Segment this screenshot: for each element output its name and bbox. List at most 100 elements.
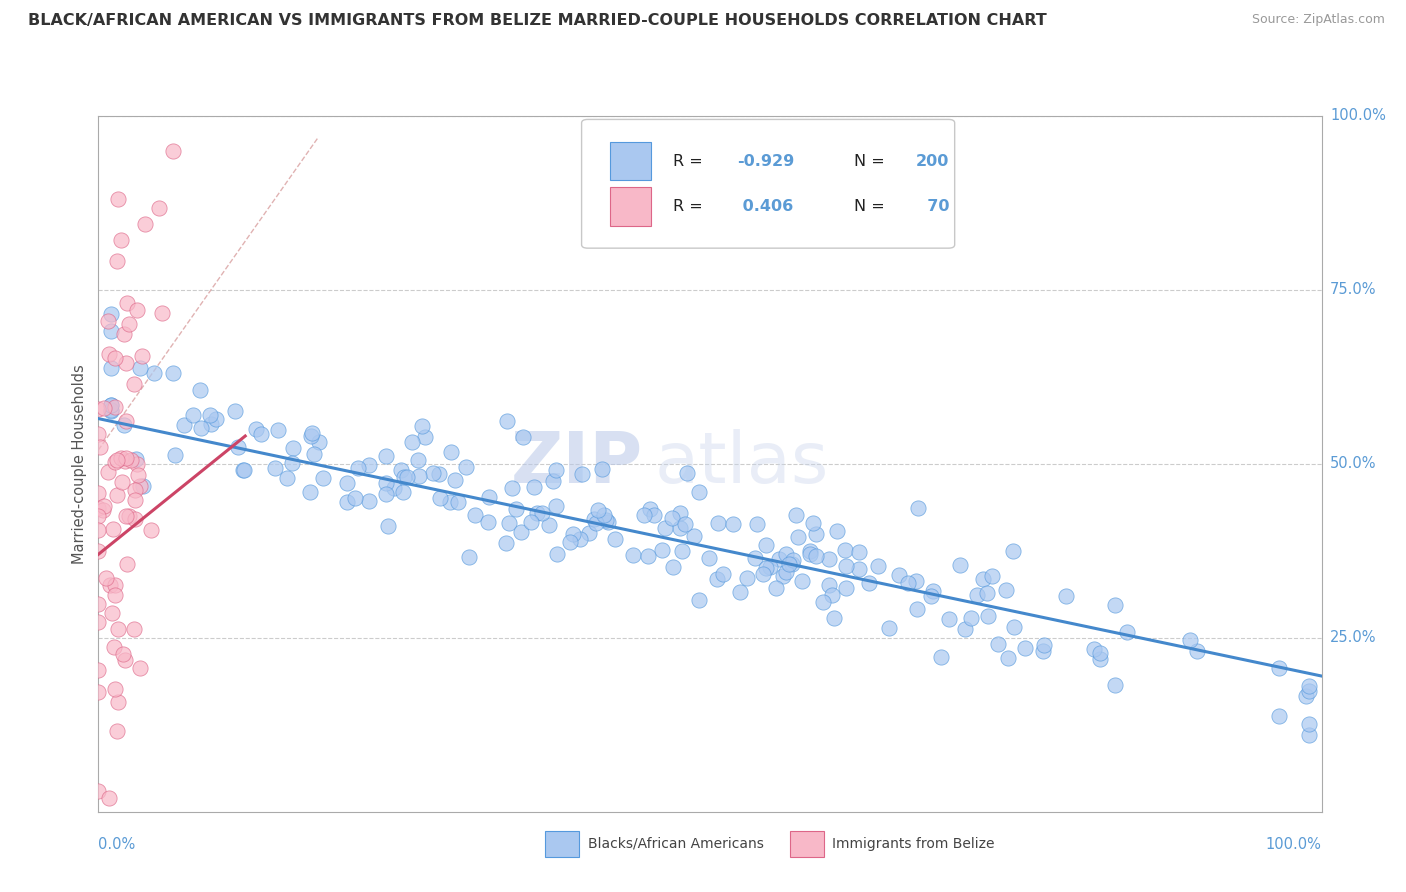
Point <box>93 401 115 416</box>
Point <box>960 611 983 625</box>
Point <box>1104 678 1126 692</box>
Point <box>100 398 122 412</box>
Point <box>299 429 322 443</box>
Point <box>561 527 583 541</box>
Point <box>392 484 415 499</box>
Point <box>394 469 416 483</box>
Point <box>205 412 228 426</box>
Point <box>408 469 430 483</box>
Point <box>87 486 110 500</box>
Point <box>458 550 481 565</box>
Point <box>478 490 501 504</box>
Point <box>301 425 323 440</box>
Point <box>558 534 581 549</box>
Point <box>887 568 910 582</box>
Point <box>1088 651 1111 665</box>
Point <box>505 502 527 516</box>
Point <box>676 466 699 480</box>
Point <box>377 519 399 533</box>
Point <box>87 508 110 523</box>
Point <box>520 515 543 529</box>
Point <box>790 574 813 589</box>
Point <box>772 568 794 582</box>
Point <box>112 647 135 661</box>
Point <box>128 661 150 675</box>
Point <box>232 463 254 477</box>
Point <box>1054 589 1077 603</box>
Point <box>148 202 170 216</box>
Point <box>131 479 153 493</box>
Point <box>530 507 553 521</box>
Point <box>1014 640 1036 655</box>
Point <box>125 303 148 318</box>
Point <box>97 314 120 328</box>
Point <box>799 547 821 561</box>
Point <box>1298 716 1320 731</box>
Point <box>778 557 800 571</box>
Point <box>103 640 125 654</box>
Point <box>588 503 610 517</box>
Point <box>375 486 398 500</box>
Point <box>87 615 110 629</box>
Point <box>758 559 780 574</box>
Text: 75.0%: 75.0% <box>1330 283 1376 297</box>
Point <box>162 144 184 158</box>
Point <box>101 606 124 620</box>
Point <box>669 521 692 535</box>
Point <box>582 512 605 526</box>
Point <box>115 508 138 523</box>
Text: BLACK/AFRICAN AMERICAN VS IMMIGRANTS FROM BELIZE MARRIED-COUPLE HOUSEHOLDS CORRE: BLACK/AFRICAN AMERICAN VS IMMIGRANTS FRO… <box>28 13 1047 29</box>
Point <box>780 557 803 571</box>
Text: 70: 70 <box>915 199 949 214</box>
Point <box>406 453 429 467</box>
Point <box>801 516 824 531</box>
Point <box>115 414 138 428</box>
Point <box>495 536 517 550</box>
Point <box>683 529 706 543</box>
Point <box>866 559 889 574</box>
Point <box>103 522 125 536</box>
Point <box>921 584 943 599</box>
Text: -0.929: -0.929 <box>737 153 794 169</box>
Point <box>1298 728 1320 742</box>
Point <box>107 192 129 206</box>
Point <box>1002 544 1025 558</box>
Point <box>249 427 271 442</box>
Point <box>128 361 150 376</box>
Point <box>827 524 849 538</box>
Point <box>283 441 305 455</box>
Point <box>818 552 841 566</box>
Point <box>100 404 122 418</box>
Point <box>104 400 127 414</box>
Point <box>114 454 136 468</box>
Point <box>190 421 212 435</box>
Point <box>429 491 451 505</box>
Point <box>375 475 398 490</box>
Point <box>308 435 330 450</box>
Point <box>633 508 655 522</box>
Point <box>411 419 433 434</box>
Point <box>357 494 380 508</box>
Text: Blacks/African Americans: Blacks/African Americans <box>588 837 763 851</box>
Point <box>897 576 920 591</box>
Point <box>637 549 659 564</box>
Point <box>1032 638 1054 652</box>
Point <box>953 622 976 636</box>
Point <box>104 588 127 602</box>
Point <box>765 581 787 595</box>
Point <box>782 553 804 567</box>
Point <box>821 588 844 602</box>
Point <box>591 462 613 476</box>
Point <box>105 453 128 467</box>
Point <box>920 589 942 603</box>
Point <box>544 462 567 476</box>
Point <box>706 516 728 530</box>
Point <box>538 518 561 533</box>
Point <box>128 479 150 493</box>
Point <box>312 470 335 484</box>
Point <box>100 403 122 417</box>
Point <box>1267 709 1289 723</box>
Point <box>97 347 120 361</box>
Point <box>139 523 162 537</box>
Point <box>546 499 568 513</box>
